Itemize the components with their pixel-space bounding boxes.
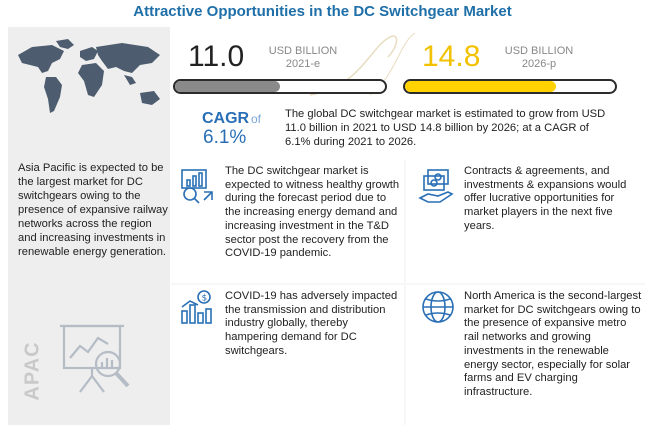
stat-2021-year: 2021-e — [285, 58, 321, 70]
contracts-money-icon — [418, 169, 454, 203]
card-north-america: North America is the second-largest mark… — [406, 285, 645, 425]
growth-chart-icon — [181, 169, 213, 204]
stat-2026-unit: USD BILLION 2026-p — [498, 45, 580, 71]
page-title: Attractive Opportunities in the DC Switc… — [133, 3, 512, 20]
stat-2021-unit: USD BILLION 2021-e — [262, 45, 344, 71]
progress-bar-2026 — [403, 79, 617, 94]
dollar-bars-icon: $ — [181, 290, 212, 324]
progress-bar-2021-fill — [175, 81, 280, 92]
card-contracts: Contracts & agreements, and investments … — [406, 160, 645, 283]
world-map-icon — [18, 39, 160, 113]
progress-bar-2021 — [173, 79, 387, 94]
globe-icon — [422, 291, 454, 323]
stat-2026-value: 14.8 — [422, 40, 481, 73]
cagr-label: CAGR — [202, 110, 250, 127]
region-label: APAC — [18, 332, 48, 410]
card-contracts-text: Contracts & agreements, and investments … — [464, 165, 627, 232]
card-covid: $ COVID-19 has adversely impacted the tr… — [171, 285, 404, 425]
data-analysis-icon — [60, 324, 130, 393]
apac-description: Asia Pacific is expected to be the large… — [18, 162, 168, 258]
cagr-value: 6.1% — [203, 127, 247, 148]
stat-2026-unit-label: USD BILLION — [504, 45, 574, 57]
svg-text:$: $ — [202, 294, 208, 304]
cagr-of: of — [251, 112, 262, 126]
progress-bar-2026-fill — [405, 81, 557, 92]
card-covid-text: COVID-19 has adversely impacted the tran… — [225, 290, 398, 357]
stat-2021-unit-label: USD BILLION — [268, 45, 338, 57]
card-growth-text: The DC switchgear market is expected to … — [225, 165, 400, 260]
region-label-text: APAC — [21, 341, 44, 401]
stat-2026-year: 2026-p — [521, 58, 557, 70]
stat-2021-value: 11.0 — [188, 40, 245, 73]
left-panel: Asia Pacific is expected to be the large… — [8, 27, 170, 425]
market-summary: The global DC switchgear market is estim… — [285, 108, 606, 148]
card-growth: The DC switchgear market is expected to … — [171, 160, 404, 283]
card-north-america-text: North America is the second-largest mark… — [464, 290, 642, 398]
